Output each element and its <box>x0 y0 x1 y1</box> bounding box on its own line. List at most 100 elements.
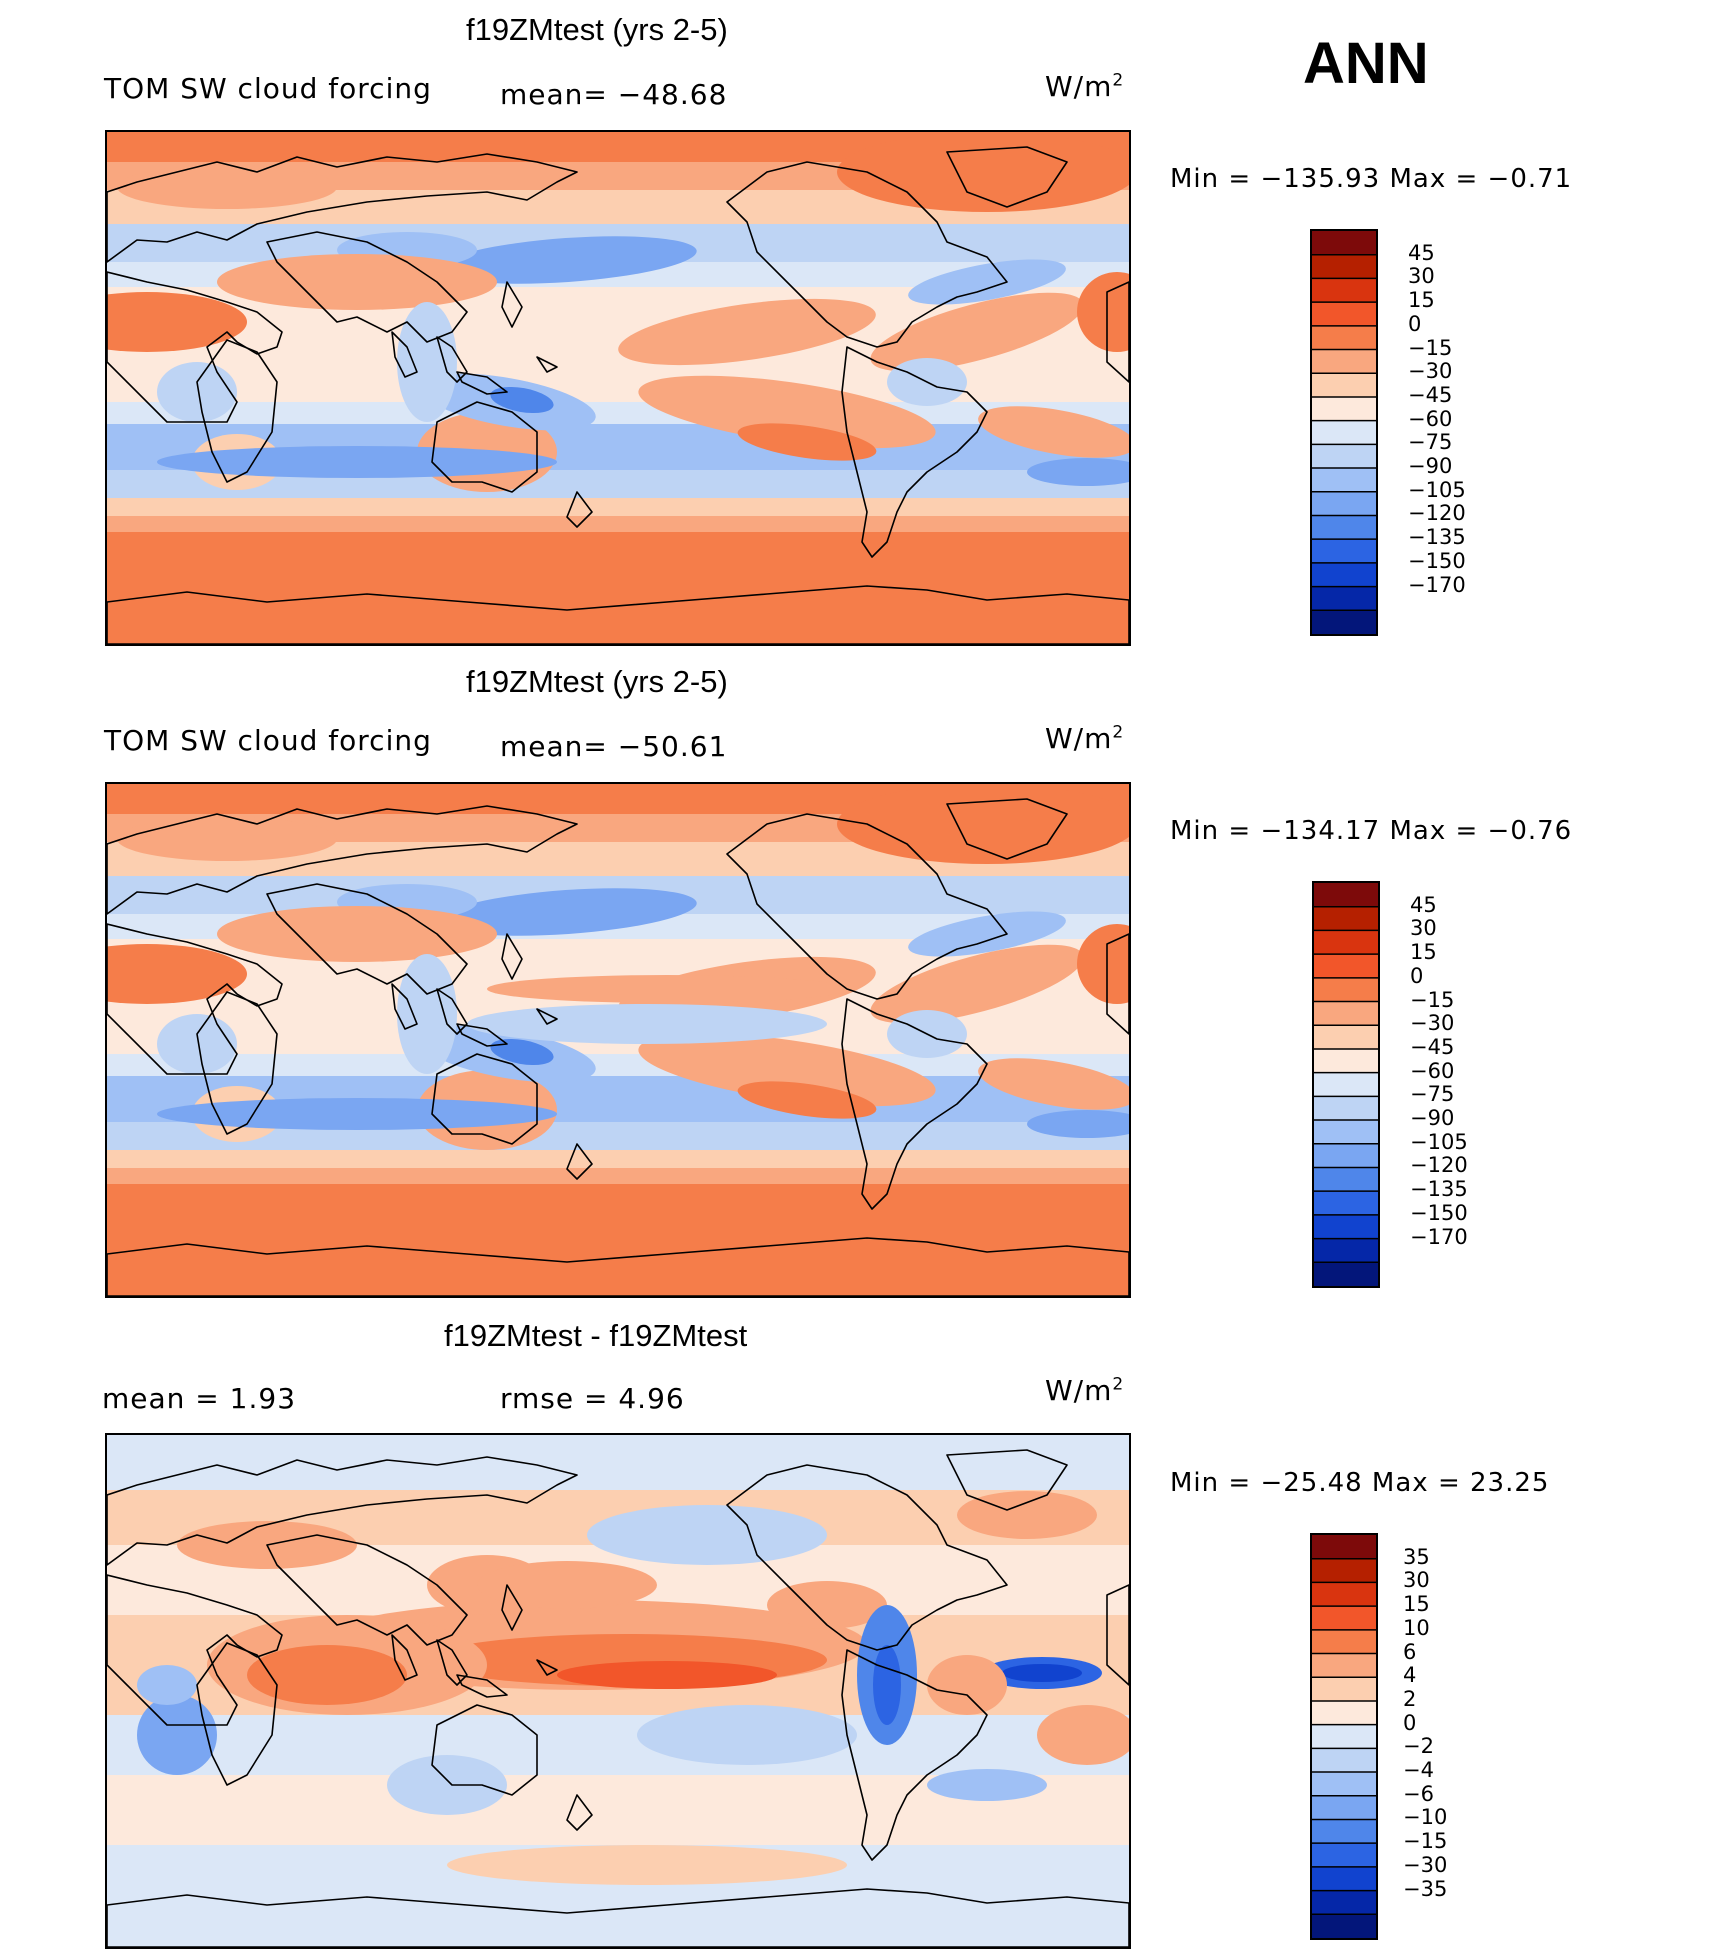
colorbar-tick-label: −15 <box>1410 987 1455 1012</box>
colorbar-swatch <box>1312 1558 1376 1583</box>
panel1-variable: TOM SW cloud forcing <box>104 72 432 105</box>
field-contour-region <box>638 375 936 449</box>
colorbar-swatch <box>1312 491 1376 516</box>
field-contour-region <box>638 1033 936 1107</box>
colorbar-swatch <box>1312 515 1376 540</box>
coastline <box>107 805 578 915</box>
colorbar-tick-label: −2 <box>1403 1734 1434 1759</box>
field-contour-region <box>117 165 337 209</box>
field-contour-region <box>737 1081 877 1119</box>
colorbar-swatch <box>1312 468 1376 493</box>
colorbar-swatch <box>1312 1914 1376 1938</box>
field-contour-region <box>927 1655 1007 1715</box>
field-contour-region <box>437 888 697 936</box>
colorbar-tick-label: −150 <box>1408 548 1466 573</box>
colorbar-swatch <box>1312 539 1376 564</box>
colorbar-swatch <box>1314 1025 1378 1050</box>
panel2-colorbar <box>1312 881 1380 1288</box>
field-contour-region <box>587 1505 827 1565</box>
panel2-title: f19ZMtest (yrs 2-5) <box>466 664 728 699</box>
colorbar-tick-label: −120 <box>1408 501 1466 526</box>
field-contour-region <box>107 944 247 1004</box>
field-contour-region <box>1002 1664 1082 1682</box>
colorbar-swatch <box>1312 610 1376 634</box>
colorbar-swatch <box>1314 1167 1378 1192</box>
coastline <box>726 813 1008 1000</box>
colorbar-swatch <box>1314 1072 1378 1097</box>
season-label: ANN <box>1303 31 1429 96</box>
field-contour-region <box>978 1058 1129 1110</box>
field-contour-region <box>927 1769 1047 1801</box>
field-latitude-band <box>107 1435 1129 1490</box>
coastline <box>107 153 578 263</box>
colorbar-swatch <box>1314 883 1378 908</box>
panel1-title: f19ZMtest (yrs 2-5) <box>466 12 728 47</box>
coastline <box>946 146 1068 208</box>
colorbar-tick-label: −15 <box>1408 335 1453 360</box>
coastline <box>841 346 988 558</box>
field-contour-region <box>637 1705 857 1765</box>
colorbar-swatch <box>1312 349 1376 374</box>
colorbar-swatch <box>1312 373 1376 398</box>
colorbar-swatch <box>1312 1629 1376 1655</box>
colorbar-swatch <box>1314 1096 1378 1121</box>
coastline <box>266 883 468 995</box>
coastline <box>1106 1584 1129 1686</box>
coastline <box>841 998 988 1210</box>
field-contour-region <box>1077 924 1129 1004</box>
colorbar-tick-label: −170 <box>1408 572 1466 597</box>
field-contour-region <box>157 362 237 422</box>
field-contour-region <box>117 817 337 861</box>
coastline <box>726 161 1008 348</box>
field-contour-region <box>397 954 457 1074</box>
colorbar-tick-label: −30 <box>1410 1011 1455 1036</box>
coastline <box>1106 281 1129 383</box>
coastline <box>566 1794 593 1831</box>
colorbar-swatch <box>1312 1653 1376 1678</box>
colorbar-swatch <box>1312 1843 1376 1868</box>
field-contour-region <box>387 1755 507 1815</box>
coastline <box>266 231 468 343</box>
panel3-colorbar-svg <box>1312 1535 1376 1938</box>
field-contour-region <box>1027 1110 1129 1138</box>
panel1-mean: mean= −48.68 <box>500 78 728 111</box>
colorbar-swatch <box>1312 231 1376 256</box>
field-contour-region <box>908 911 1066 957</box>
field-latitude-band <box>107 1184 1129 1296</box>
field-contour-region <box>870 944 1084 1024</box>
colorbar-tick-label: −90 <box>1408 454 1453 479</box>
colorbar-swatch <box>1312 396 1376 422</box>
coastline <box>501 933 523 980</box>
coastline <box>456 1023 508 1047</box>
colorbar-swatch <box>1312 1677 1376 1702</box>
field-contour-region <box>870 292 1084 372</box>
coastline <box>391 331 418 378</box>
colorbar-tick-label: −15 <box>1403 1829 1448 1854</box>
colorbar-tick-label: −30 <box>1403 1852 1448 1877</box>
colorbar-tick-label: 30 <box>1403 1568 1430 1593</box>
coastline <box>196 991 278 1135</box>
coastline <box>536 356 558 373</box>
colorbar-swatch <box>1312 278 1376 303</box>
colorbar-swatch <box>1314 906 1378 931</box>
colorbar-tick-label: −60 <box>1410 1058 1455 1083</box>
field-contour-region <box>107 292 247 352</box>
coastline <box>566 1143 593 1180</box>
field-contour-region <box>437 236 697 284</box>
coastline <box>946 1449 1068 1511</box>
panel2-units: W/m2 <box>1045 722 1125 755</box>
coastline <box>391 983 418 1030</box>
field-latitude-band <box>107 1715 1129 1775</box>
coastline <box>501 281 523 328</box>
colorbar-swatch <box>1312 1819 1376 1844</box>
coastline <box>456 1674 508 1698</box>
panel1-minmax: Min = −135.93 Max = −0.71 <box>1170 164 1573 194</box>
coastline <box>431 401 538 493</box>
colorbar-swatch <box>1312 1866 1376 1892</box>
colorbar-tick-label: 10 <box>1403 1615 1430 1640</box>
coastline <box>107 1237 1129 1296</box>
field-contour-region <box>978 406 1129 458</box>
field-contour-region <box>737 423 877 461</box>
colorbar-swatch <box>1314 1191 1378 1216</box>
field-contour-region <box>1037 1705 1129 1765</box>
